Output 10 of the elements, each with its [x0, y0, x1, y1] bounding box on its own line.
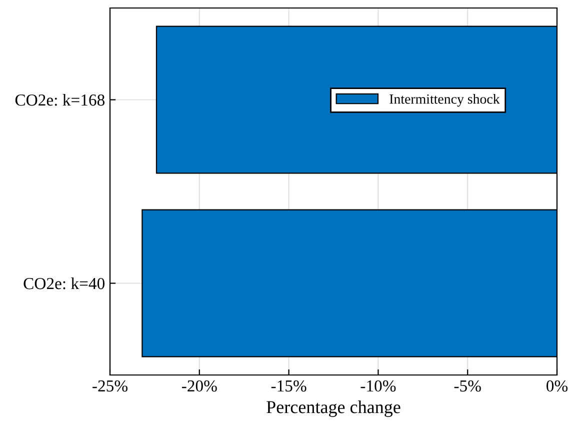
x-tick-label: -15%: [271, 380, 306, 392]
x-tick-label: -5%: [454, 380, 481, 392]
x-tick-label: 0%: [546, 380, 568, 392]
x-tick-label: -20%: [182, 380, 217, 392]
x-tick-label: -10%: [360, 380, 396, 392]
y-tick-label: CO2e: k=40: [24, 277, 105, 290]
y-tick-label: CO2e: k=168: [15, 94, 105, 106]
x-axis-title: Percentage change: [266, 400, 400, 417]
x-tick-label: -25%: [92, 380, 128, 392]
legend-label: Intermittency shock: [390, 94, 500, 107]
